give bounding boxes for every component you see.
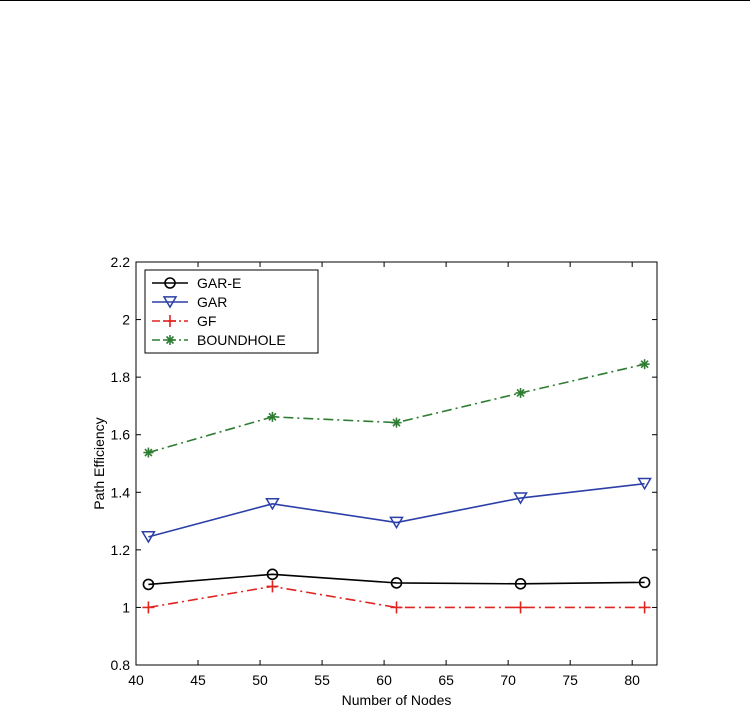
y-tick-label: 1.6 xyxy=(111,427,131,443)
data-point-boundhole xyxy=(143,447,154,458)
x-tick-label: 55 xyxy=(314,672,330,688)
x-tick-label: 45 xyxy=(190,672,206,688)
y-tick-label: 1.8 xyxy=(111,369,131,385)
data-point-gar-e xyxy=(638,576,651,589)
series-line-boundhole xyxy=(148,363,645,454)
data-point-gar xyxy=(389,516,404,530)
legend-label: GF xyxy=(197,313,216,329)
data-point-gf xyxy=(514,601,527,614)
data-point-gar xyxy=(141,531,156,544)
series-line-gf xyxy=(148,585,645,609)
y-axis: 0.8 1 1.2 1.4 1.6 1.8 2 2.2 xyxy=(111,254,657,673)
legend-label: GAR-E xyxy=(197,275,241,291)
x-tick-label: 60 xyxy=(376,672,392,688)
x-tick-label: 75 xyxy=(562,672,578,688)
data-point-gf xyxy=(142,601,155,614)
legend-item-gar: GAR xyxy=(152,294,227,310)
legend-label: BOUNDHOLE xyxy=(197,332,286,348)
data-point-gar xyxy=(265,497,280,511)
x-tick-label: 80 xyxy=(624,672,640,688)
y-tick-label: 1.2 xyxy=(111,542,131,558)
x-axis: 40 45 50 55 60 65 70 75 80 xyxy=(128,262,640,688)
plot-area xyxy=(135,261,658,666)
data-point-boundhole xyxy=(267,411,278,422)
y-tick-label: 2 xyxy=(122,312,130,328)
legend-marker xyxy=(164,277,176,289)
data-point-gf xyxy=(638,601,651,614)
x-tick-label: 50 xyxy=(252,672,268,688)
legend-label: GAR xyxy=(197,294,227,310)
data-point-boundhole xyxy=(639,359,650,370)
x-axis-title: Number of Nodes xyxy=(342,692,452,708)
legend-marker xyxy=(162,296,178,309)
legend-marker xyxy=(165,335,175,345)
legend-item-gar-e: GAR-E xyxy=(152,275,241,291)
series-layer xyxy=(141,359,652,614)
series-line-gar xyxy=(148,482,645,538)
x-tick-label: 65 xyxy=(438,672,454,688)
data-point-gar-e xyxy=(142,578,155,591)
legend-marker xyxy=(164,315,176,327)
data-point-gf xyxy=(390,601,403,614)
top-rule xyxy=(0,0,750,1)
data-point-gar-e xyxy=(266,568,279,581)
data-point-gar-e xyxy=(390,577,403,589)
y-tick-label: 1 xyxy=(122,599,130,615)
legend: GAR-E GAR GF BOUNDHOLE xyxy=(144,269,319,354)
y-tick-label: 2.2 xyxy=(111,254,131,270)
legend-item-boundhole: BOUNDHOLE xyxy=(152,332,286,348)
legend-item-gf: GF xyxy=(152,313,216,329)
data-point-gf xyxy=(266,580,279,593)
data-point-boundhole xyxy=(515,387,526,398)
x-tick-label: 40 xyxy=(128,672,144,688)
x-tick-label: 70 xyxy=(500,672,516,688)
data-point-gar-e xyxy=(514,578,527,590)
series-line-gar-e xyxy=(148,573,645,586)
data-point-boundhole xyxy=(391,417,402,428)
data-point-gar xyxy=(513,492,528,505)
legend-box xyxy=(144,269,319,354)
y-tick-label: 0.8 xyxy=(111,657,131,673)
y-axis-title: Path Efficiency xyxy=(91,417,107,509)
y-tick-label: 1.4 xyxy=(111,484,131,500)
data-point-gar xyxy=(637,477,652,491)
